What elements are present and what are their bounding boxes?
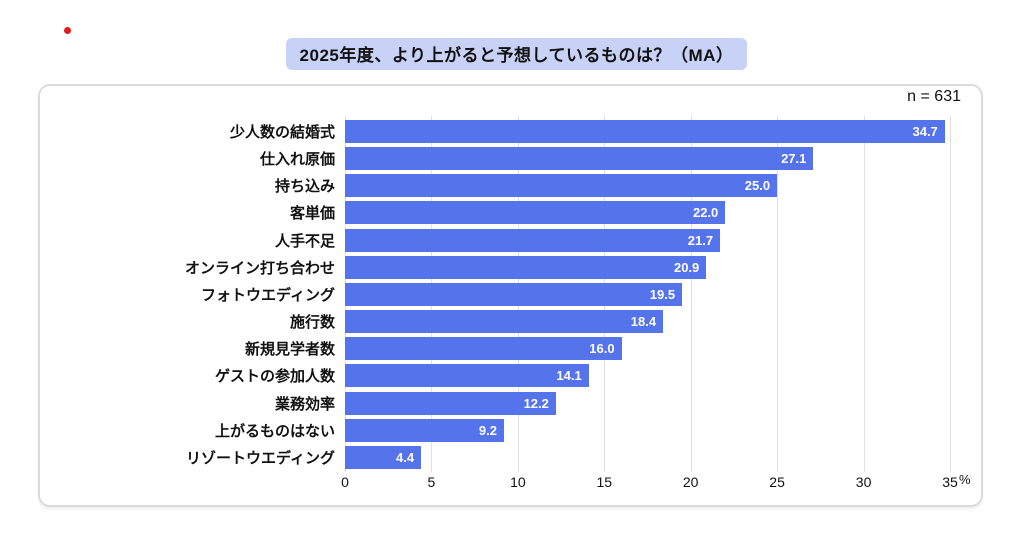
category-label: 業務効率 bbox=[274, 395, 335, 413]
x-tick-20: 20 bbox=[682, 474, 699, 490]
bar: 4.4 bbox=[345, 445, 422, 469]
category-label: 上がるものはない bbox=[214, 422, 335, 440]
bar: 21.7 bbox=[345, 228, 721, 252]
gridline-30 bbox=[863, 116, 865, 472]
value-label: 27.1 bbox=[781, 151, 807, 167]
bar: 25.0 bbox=[345, 174, 778, 198]
bar-row: 持ち込み 25.0 bbox=[40, 172, 950, 199]
value-label: 4.4 bbox=[396, 449, 415, 465]
x-tick-5: 5 bbox=[427, 474, 436, 490]
bar: 22.0 bbox=[345, 201, 726, 225]
value-label: 25.0 bbox=[744, 178, 771, 194]
x-tick-10: 10 bbox=[510, 474, 526, 490]
bar-row: 客単価 22.0 bbox=[40, 199, 950, 226]
bar-row: 業務効率 12.2 bbox=[40, 390, 950, 417]
category-label: 少人数の結婚式 bbox=[229, 124, 335, 142]
value-label: 9.2 bbox=[478, 422, 497, 438]
category-label: オンライン打ち合わせ bbox=[184, 259, 335, 277]
bar-row: オンライン打ち合わせ 20.9 bbox=[40, 254, 950, 281]
bar: 18.4 bbox=[345, 310, 664, 333]
x-tick-25: 25 bbox=[769, 474, 785, 490]
bar-row: 仕入れ原価 27.1 bbox=[40, 145, 950, 172]
x-tick-15: 15 bbox=[596, 474, 613, 490]
bar-row: 施行数 18.4 bbox=[40, 308, 950, 335]
gridline-25 bbox=[777, 116, 779, 472]
chart-card: n = 631 少人数の結婚式 34.7 仕入れ原価 27.1 持ち込み 25.0 客単価 2… bbox=[38, 84, 983, 507]
value-label: 34.7 bbox=[912, 124, 938, 139]
category-label: 施行数 bbox=[289, 314, 335, 332]
value-label: 21.7 bbox=[687, 232, 714, 248]
value-label: 12.2 bbox=[523, 395, 549, 411]
bar: 27.1 bbox=[345, 147, 814, 171]
chart-title-row: 2025年度、より上がると予想しているものは？（MA） bbox=[0, 38, 1033, 70]
category-label: 人手不足 bbox=[274, 232, 335, 250]
gridline-35 bbox=[950, 116, 951, 472]
bar: 14.1 bbox=[345, 364, 589, 388]
bar-row: フォトウエディング 19.5 bbox=[40, 281, 950, 308]
bar: 19.5 bbox=[345, 282, 683, 306]
bar-row: 人手不足 21.7 bbox=[40, 227, 950, 254]
value-label: 14.1 bbox=[556, 368, 582, 384]
value-label: 20.9 bbox=[673, 259, 700, 275]
category-label: 持ち込み bbox=[274, 178, 335, 196]
bar: 12.2 bbox=[345, 391, 556, 415]
bar: 34.7 bbox=[345, 120, 945, 143]
value-label: 22.0 bbox=[692, 205, 719, 221]
bar: 20.9 bbox=[345, 255, 707, 279]
bar-row: 少人数の結婚式 34.7 bbox=[40, 118, 950, 145]
bar-row: ゲストの参加人数 14.1 bbox=[40, 362, 950, 389]
bar-row: 上がるものはない 9.2 bbox=[40, 417, 950, 444]
bar-row: 新規見学者数 16.0 bbox=[40, 335, 950, 362]
category-label: 客単価 bbox=[289, 205, 335, 223]
x-axis-unit-label: % bbox=[959, 472, 971, 487]
value-label: 16.0 bbox=[589, 341, 615, 357]
value-label: 18.4 bbox=[630, 314, 657, 329]
category-label: 仕入れ原価 bbox=[259, 151, 335, 169]
bar: 9.2 bbox=[345, 418, 504, 442]
bar: 16.0 bbox=[345, 337, 622, 361]
x-tick-0: 0 bbox=[341, 474, 349, 490]
x-axis: 0 5 10 15 20 25 30 35 bbox=[341, 474, 958, 494]
chart-title: 2025年度、より上がると予想しているものは？（MA） bbox=[285, 38, 748, 70]
bar-row: リゾートウエディング 4.4 bbox=[40, 444, 950, 471]
gridline-20 bbox=[690, 116, 692, 472]
sample-size-label: n = 631 bbox=[907, 88, 961, 105]
category-label: 新規見学者数 bbox=[244, 341, 335, 359]
red-bullet-dot bbox=[64, 27, 71, 34]
bars-layer: 少人数の結婚式 34.7 仕入れ原価 27.1 持ち込み 25.0 客単価 22.0 人手不足 2… bbox=[40, 118, 950, 471]
x-tick-35: 35 bbox=[942, 474, 958, 490]
category-label: ゲストの参加人数 bbox=[214, 368, 335, 386]
category-label: リゾートウエディング bbox=[186, 449, 335, 467]
x-tick-30: 30 bbox=[855, 474, 872, 490]
value-label: 19.5 bbox=[649, 286, 676, 302]
category-label: フォトウエディング bbox=[201, 286, 335, 304]
